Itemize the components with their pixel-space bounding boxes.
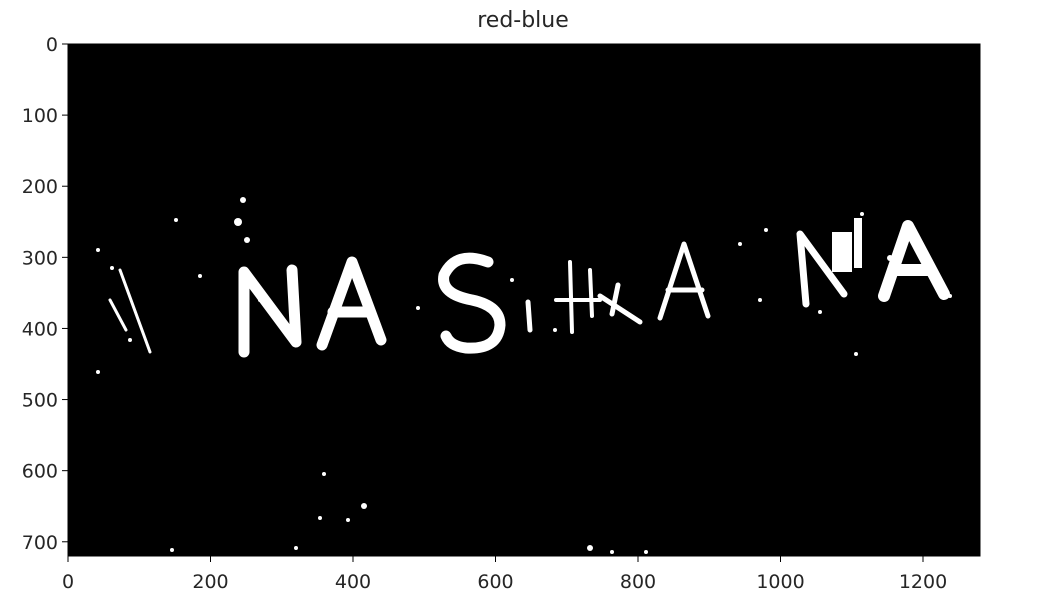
plot-area xyxy=(67,43,981,557)
mask-block-right-2 xyxy=(854,218,862,268)
x-axis: 0 200 400 600 800 1000 1200 xyxy=(62,556,947,593)
mask-noise xyxy=(96,197,952,554)
mask-letter-a xyxy=(316,256,387,351)
y-tick-label: 100 xyxy=(22,105,58,127)
chart-title: red-blue xyxy=(477,8,569,33)
x-tick-label: 200 xyxy=(192,571,228,593)
x-tick-label: 1200 xyxy=(899,571,947,593)
x-tick-label: 800 xyxy=(620,571,656,593)
y-tick-label: 400 xyxy=(22,318,58,340)
y-tick-label: 600 xyxy=(22,461,58,483)
x-tick-label: 600 xyxy=(477,571,513,593)
x-tick-label: 1000 xyxy=(756,571,804,593)
mask-letter-s xyxy=(438,252,506,354)
mask-fragment-h xyxy=(554,260,602,334)
mask-fragment-a2 xyxy=(657,241,711,321)
x-tick-label: 400 xyxy=(335,571,371,593)
mask-letter-n xyxy=(238,264,302,358)
y-axis: 0 100 200 300 400 500 600 700 xyxy=(22,34,68,554)
y-tick-label: 0 xyxy=(46,34,58,56)
y-tick-label: 500 xyxy=(22,390,58,412)
mask-letter-a3 xyxy=(878,220,950,302)
mask-image-background xyxy=(68,44,980,556)
y-tick-label: 300 xyxy=(22,247,58,269)
y-tick-label: 700 xyxy=(22,532,58,554)
mask-white-regions xyxy=(96,197,952,554)
mask-fragment-i xyxy=(525,299,533,333)
mask-letter-n2 xyxy=(796,230,848,308)
mask-block-right xyxy=(832,232,852,272)
x-tick-label: 0 xyxy=(62,571,74,593)
mask-fragment-left-n xyxy=(108,268,152,354)
mask-fragment-k xyxy=(597,282,643,325)
plot-frame xyxy=(67,43,981,557)
y-tick-label: 200 xyxy=(22,176,58,198)
